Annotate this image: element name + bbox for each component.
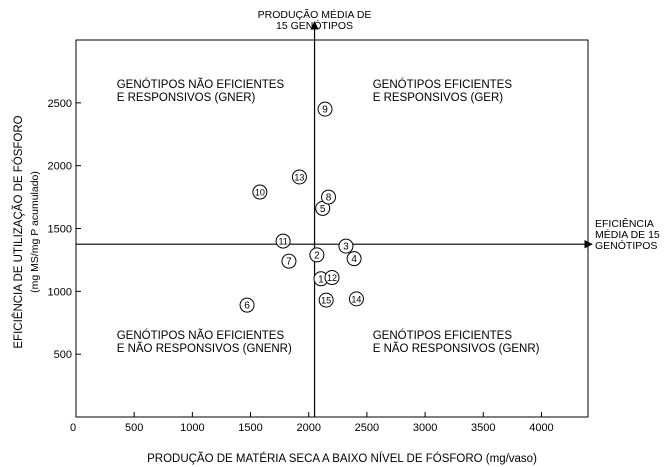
data-point: 6 [239, 297, 255, 313]
x-tick-label: 2500 [355, 422, 379, 434]
data-point: 4 [346, 251, 362, 267]
data-point: 7 [281, 253, 297, 269]
point-label: 1 [318, 274, 324, 285]
point-label: 9 [322, 105, 328, 116]
point-marker [239, 297, 255, 313]
data-point: 9 [317, 101, 333, 117]
quadrant-label: E NÃO RESPONSIVOS (GENR) [373, 342, 540, 355]
quadrant-label: GENÓTIPOS NÃO EFICIENTES [117, 329, 285, 342]
point-label: 15 [321, 296, 331, 306]
data-point: 3 [338, 238, 354, 254]
data-point: 15 [318, 292, 334, 308]
point-label: 6 [244, 301, 250, 312]
point-label: 13 [294, 172, 304, 182]
point-label: 7 [286, 257, 292, 268]
y-tick-label: 1000 [48, 286, 72, 298]
mean-production-label: PRODUÇÃO MÉDIA DE [258, 8, 372, 21]
x-tick-label: 3000 [413, 422, 437, 434]
data-point: 14 [348, 291, 364, 307]
origin-label: 0 [70, 422, 76, 434]
y-axis-subtitle: (mg MS/mg P acumulado) [29, 171, 41, 293]
tick-labels: 500 1000 1500 2000 2500 3000 3500 4000 0 500 1000 1… [48, 98, 554, 434]
y-axis-title: EFICIÊNCIA DE UTILIZAÇÃO DE FÓSFORO [12, 115, 25, 348]
point-label: 8 [326, 193, 332, 204]
data-point: 2 [309, 247, 325, 263]
point-marker [348, 291, 364, 307]
point-label: 3 [343, 242, 349, 253]
point-marker [318, 292, 334, 308]
mean-efficiency-label: MÉDIA DE 15 [595, 228, 660, 241]
x-tick-label: 500 [125, 422, 143, 434]
data-point: 12 [324, 270, 340, 286]
data-point: 8 [321, 189, 337, 205]
quadrant-label: GENÓTIPOS NÃO EFICIENTES [117, 78, 285, 91]
x-tick-label: 2000 [296, 422, 320, 434]
point-marker [309, 247, 325, 263]
point-marker [275, 233, 291, 249]
point-label: 10 [255, 188, 265, 198]
quadrant-label: E NÃO RESPONSIVOS (GNENR) [117, 342, 292, 355]
point-marker [317, 101, 333, 117]
point-label: 11 [278, 237, 287, 247]
mean-efficiency-label: GENÓTIPOS [595, 239, 657, 252]
quadrant-label: E RESPONSIVOS (GNER) [117, 92, 256, 104]
y-tick-label: 2500 [48, 98, 72, 110]
y-tick-label: 2000 [48, 161, 72, 173]
point-label: 12 [327, 273, 337, 283]
point-marker [338, 238, 354, 254]
data-point: 13 [291, 169, 307, 185]
mean-production-label: 15 GENÓTIPOS [276, 19, 353, 32]
point-marker [291, 169, 307, 185]
x-tick-label: 3500 [471, 422, 495, 434]
point-label: 14 [351, 294, 361, 304]
point-marker [252, 184, 268, 200]
quadrant-label: GENÓTIPOS EFICIENTES [373, 329, 513, 342]
point-marker [346, 251, 362, 267]
point-marker [281, 253, 297, 269]
point-marker [321, 189, 337, 205]
x-tick-label: 4000 [529, 422, 553, 434]
quadrant-label: GENÓTIPOS EFICIENTES [373, 78, 513, 91]
point-label: 2 [314, 250, 320, 261]
mean-efficiency-label: EFICIÊNCIA [595, 217, 654, 230]
x-tick-label: 1500 [238, 422, 262, 434]
quadrant-label: E RESPONSIVOS (GER) [373, 92, 504, 104]
x-axis-title: PRODUÇÃO DE MATÉRIA SECA A BAIXO NÍVEL D… [147, 452, 537, 465]
point-label: 4 [351, 254, 357, 265]
tick-marks [75, 102, 542, 417]
data-point: 10 [252, 184, 268, 200]
y-tick-label: 1500 [48, 224, 72, 236]
point-marker [324, 270, 340, 286]
point-label: 5 [320, 204, 326, 215]
y-tick-label: 500 [54, 349, 72, 361]
x-tick-label: 1000 [180, 422, 204, 434]
data-point: 11 [275, 233, 291, 249]
